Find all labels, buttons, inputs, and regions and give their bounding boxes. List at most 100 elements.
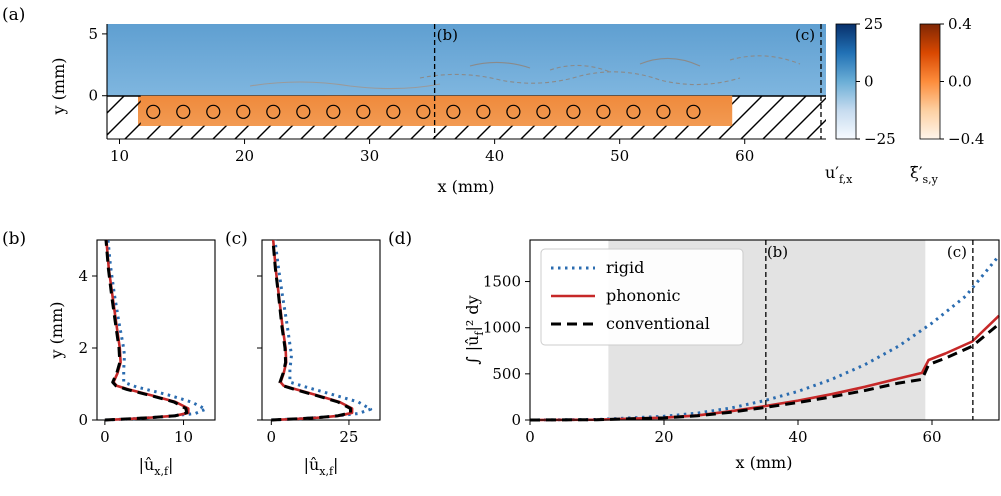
panel-d-ytick-label: 1500 xyxy=(483,273,521,291)
panel-c-axes: 0 25 xyxy=(257,275,358,446)
resonator xyxy=(176,104,191,119)
resonator xyxy=(686,104,701,119)
series-rigid xyxy=(271,239,373,422)
panel-d-xtick-label: 40 xyxy=(788,428,807,446)
resonator xyxy=(476,104,491,119)
legend-box xyxy=(540,248,744,346)
panel-d-cut-lines: (b) (c) xyxy=(765,240,974,420)
panel-a-ytick-label: 5 xyxy=(88,25,98,43)
colorbar-tick-label: −0.4 xyxy=(948,130,984,148)
panel-a-xtick-label: 30 xyxy=(360,147,379,165)
panel-c: (c) 0 25 |ûx,f| xyxy=(225,229,381,478)
panel-d-axes: 0 20 40 60 0 500 1000 1500 xyxy=(483,273,942,446)
panel-d-series xyxy=(529,254,1001,422)
panel-a: (a) 10 20 30 40 50 60 0 5 (b) (c) x (mm) y (mm) 2… xyxy=(2,5,984,196)
resonator xyxy=(386,104,401,119)
xtick-label: 25 xyxy=(339,428,358,446)
legend-label-phononic: phononic xyxy=(606,286,681,305)
resonator xyxy=(656,104,671,119)
panel-d-ylabel: ∫ |ûf|² dy xyxy=(463,295,486,364)
panel-a-xtick-label: 60 xyxy=(735,147,754,165)
panel-a-xlabel: x (mm) xyxy=(438,177,495,196)
resonator xyxy=(206,104,221,119)
ytick-label: 0 xyxy=(78,411,88,429)
colorbar-u-gradient xyxy=(835,23,857,140)
panel-d-ytick-label: 500 xyxy=(492,365,521,383)
panel-d-ytick-label: 1000 xyxy=(483,319,521,337)
panel-b-xlabel: |ûx,f| xyxy=(139,455,174,478)
panel-a-label: (a) xyxy=(2,5,25,25)
panel-b-axes: 0 10 0 2 4 xyxy=(78,267,193,446)
panel-d-xlabel: x (mm) xyxy=(736,453,793,472)
panel-b: (b) 0 10 0 2 4 y (mm) |ûx,f| xyxy=(2,229,216,478)
colorbar-tick-label: 0.4 xyxy=(948,15,972,33)
resonator xyxy=(566,104,581,119)
panel-a-xtick-label: 50 xyxy=(610,147,629,165)
panel-c-xlabel: |ûx,f| xyxy=(304,455,339,478)
panel-d-label: (d) xyxy=(388,229,412,249)
resonator xyxy=(146,104,161,119)
panel-c-label: (c) xyxy=(225,229,248,249)
resonator xyxy=(596,104,611,119)
resonator xyxy=(446,104,461,119)
resonator xyxy=(326,104,341,119)
panel-b-label: (b) xyxy=(2,229,26,249)
colorbar-xi-ticks: 0.4 0.0 −0.4 xyxy=(940,15,984,148)
panel-a-xtick-label: 40 xyxy=(485,147,504,165)
xtick-label: 0 xyxy=(267,428,277,446)
resonator xyxy=(626,104,641,119)
series-rigid xyxy=(529,254,1001,422)
panel-a-cut-label: (c) xyxy=(795,26,815,44)
series-conventional xyxy=(529,322,1000,422)
legend-label-rigid: rigid xyxy=(606,258,644,277)
legend-items: rigid phononic conventional xyxy=(551,258,710,333)
fluid-field xyxy=(107,24,826,96)
ytick-label: 2 xyxy=(78,339,88,357)
resonator xyxy=(416,104,431,119)
panel-a-cut-label: (b) xyxy=(437,26,458,44)
panel-d-xtick-label: 20 xyxy=(654,428,673,446)
panel-b-series xyxy=(104,239,208,422)
series-conventional xyxy=(104,239,189,422)
panel-a-xtick-label: 20 xyxy=(235,147,254,165)
resonator xyxy=(296,104,311,119)
panel-a-axes: 10 20 30 40 50 60 0 5 (b) (c) xyxy=(88,24,826,165)
colorbar-xi-gradient xyxy=(919,23,941,140)
colorbar-tick-label: −25 xyxy=(864,130,896,148)
panel-d-ytick-label: 0 xyxy=(511,411,521,429)
panel-d-xtick-label: 60 xyxy=(922,428,941,446)
resonator xyxy=(236,104,251,119)
panel-a-ylabel: y (mm) xyxy=(49,58,68,116)
panel-d: (d) (b) (c) 0 20 40 60 0 500 1000 1500 x (mm) ∫ … xyxy=(388,229,1001,472)
panel-a-ytick-label: 0 xyxy=(88,87,98,105)
ytick-label: 4 xyxy=(78,267,88,285)
resonator xyxy=(356,104,371,119)
colorbar-xi-label: ξ̇′s,y xyxy=(910,163,939,186)
colorbar-tick-label: 0 xyxy=(864,73,874,91)
panel-a-xtick-label: 10 xyxy=(110,147,129,165)
resonator xyxy=(266,104,281,119)
panel-d-cut-label: (c) xyxy=(947,243,967,261)
resonator xyxy=(536,104,551,119)
legend-label-conventional: conventional xyxy=(606,314,710,333)
resonator-circles xyxy=(146,104,701,119)
resonator xyxy=(506,104,521,119)
colorbar-u-ticks: 25 0 −25 xyxy=(856,15,896,148)
xtick-label: 0 xyxy=(100,428,110,446)
panel-d-frame xyxy=(529,239,1000,421)
colorbar-tick-label: 0.0 xyxy=(948,73,972,91)
colorbar-u-label: u′f,x xyxy=(825,163,853,186)
series-rigid xyxy=(104,239,208,422)
panel-c-series xyxy=(271,239,373,422)
panel-b-frame xyxy=(96,239,216,421)
field-contours xyxy=(249,55,801,90)
resonator-strip xyxy=(140,95,733,126)
panel-c-frame xyxy=(261,239,381,421)
series-conventional xyxy=(271,239,352,422)
colorbar-u: 25 0 −25 u′f,x xyxy=(825,15,896,186)
solid-wall-hatch xyxy=(107,95,826,139)
legend: rigid phononic conventional xyxy=(540,248,744,346)
xtick-label: 10 xyxy=(174,428,193,446)
colorbar-xi: 0.4 0.0 −0.4 ξ̇′s,y xyxy=(910,15,984,186)
